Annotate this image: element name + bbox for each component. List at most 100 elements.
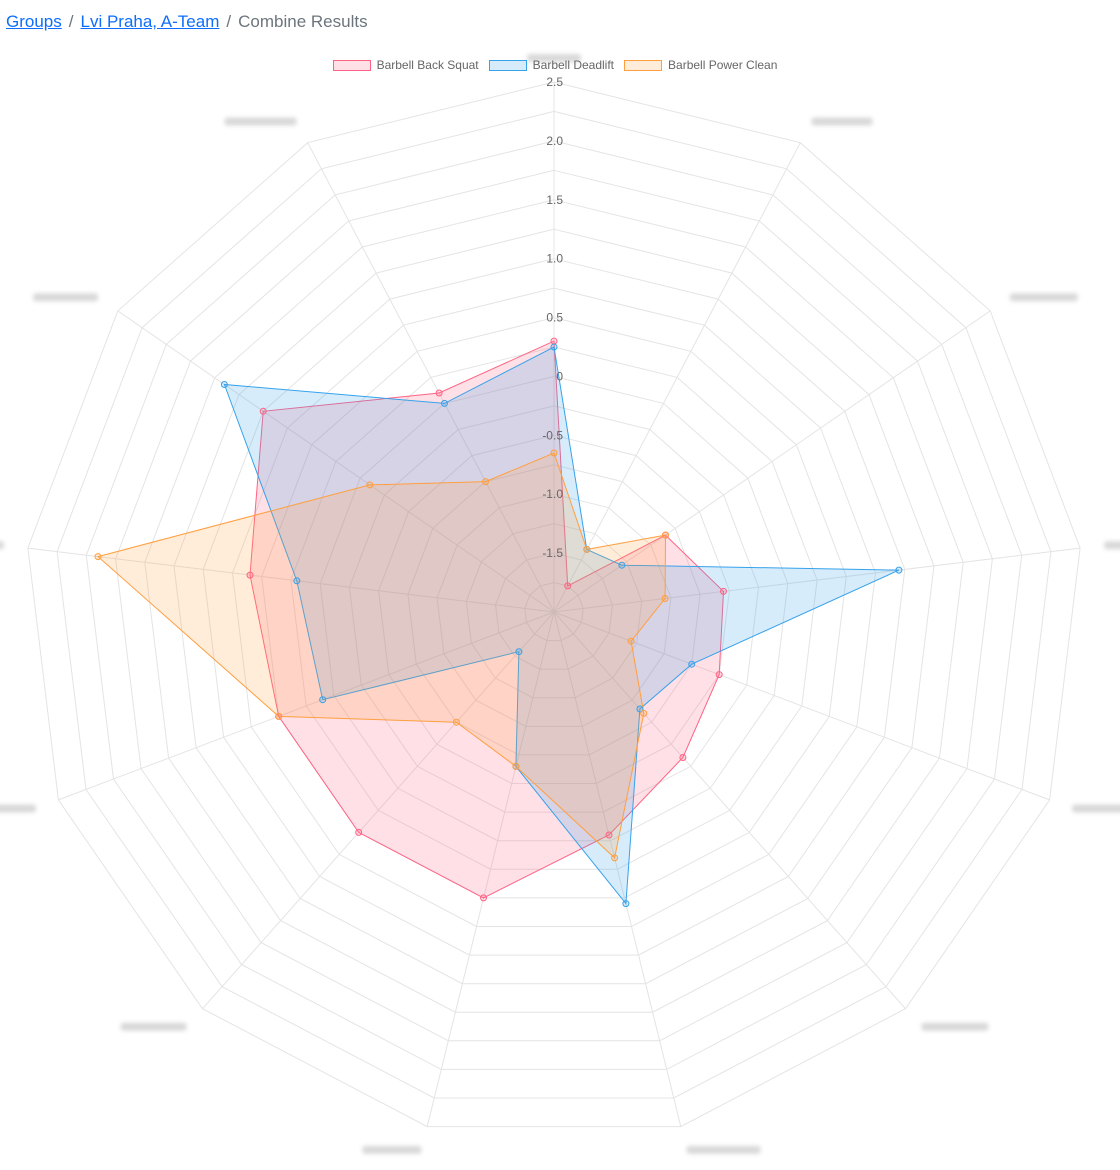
legend-swatch	[332, 59, 371, 71]
radar-spoke	[202, 611, 555, 1010]
series-point-1[interactable]	[319, 696, 327, 704]
radar-grid-ring	[494, 552, 614, 670]
radial-tick-label: 2.0	[546, 134, 563, 148]
radar-grid-ring	[115, 169, 993, 1042]
series-point-0[interactable]	[715, 671, 723, 679]
series-area-1	[223, 346, 900, 905]
legend-label: Barbell Back Squat	[376, 58, 479, 72]
series-point-1[interactable]	[441, 399, 448, 407]
series-point-1[interactable]	[636, 705, 644, 713]
radar-spoke	[307, 142, 555, 613]
point-label-placeholder	[1009, 293, 1078, 302]
point-label-placeholder	[686, 1145, 761, 1154]
radar-grid-ring	[319, 375, 789, 842]
series-point-0[interactable]	[720, 587, 727, 595]
point-label-placeholder	[0, 804, 36, 813]
legend-item-0[interactable]: Barbell Back Squat	[332, 58, 479, 72]
point-label-placeholder	[1104, 541, 1120, 550]
radar-series	[94, 337, 903, 908]
point-label-placeholder	[0, 541, 4, 550]
legend-item-2[interactable]: Barbell Power Clean	[624, 58, 777, 72]
radar-grid	[27, 81, 1081, 1128]
radial-tick-label: -1.0	[542, 487, 563, 501]
series-point-2[interactable]	[662, 531, 669, 539]
series-point-2[interactable]	[366, 481, 374, 489]
series-point-0[interactable]	[246, 571, 254, 579]
breadcrumb-separator: /	[68, 12, 74, 31]
radar-grid-ring	[348, 405, 760, 813]
radial-tick-label: 1.5	[546, 193, 563, 207]
series-point-2[interactable]	[482, 478, 490, 486]
radar-grid-ring	[173, 228, 935, 985]
series-point-1[interactable]	[895, 566, 903, 574]
series-point-0[interactable]	[679, 754, 687, 761]
breadcrumb-link-team[interactable]: Lvi Praha, A-Team	[80, 12, 220, 31]
radar-grid-ring	[56, 110, 1052, 1099]
radar-spoke	[426, 611, 555, 1127]
legend-label: Barbell Power Clean	[668, 58, 778, 72]
point-label-placeholder	[811, 117, 873, 126]
radar-grid-ring	[290, 346, 818, 870]
series-point-2[interactable]	[550, 449, 558, 457]
series-point-1[interactable]	[688, 660, 696, 668]
radial-tick-label: 0.5	[546, 311, 563, 325]
series-point-2[interactable]	[452, 718, 460, 726]
series-point-0[interactable]	[605, 831, 613, 839]
radar-grid-ring	[524, 582, 584, 642]
radar-grid-ring	[378, 434, 730, 784]
radar-spoke	[27, 547, 555, 613]
radial-tick-label: 1.0	[546, 252, 563, 266]
radar-spoke	[117, 310, 555, 613]
radar-grid-ring	[261, 317, 847, 899]
series-point-0[interactable]	[355, 828, 363, 836]
legend-swatch	[488, 59, 527, 71]
series-point-2[interactable]	[661, 595, 669, 602]
radar-grid-ring	[85, 140, 1023, 1070]
radial-tick-label: -0.5	[542, 428, 563, 442]
radar-ticks: -1.5 -1.0 -0.5 0 0.5 1.0 1.5 2.0 2.5	[542, 75, 563, 560]
point-label-placeholder	[362, 1145, 422, 1154]
point-label-placeholder	[33, 293, 99, 302]
series-point-1[interactable]	[550, 343, 558, 351]
series-point-2[interactable]	[512, 762, 520, 770]
series-point-2[interactable]	[275, 712, 283, 720]
radar-grid-ring	[231, 287, 877, 927]
radar-grid-ring	[465, 523, 643, 699]
series-point-1[interactable]	[515, 648, 523, 656]
series-point-2[interactable]	[94, 553, 102, 561]
series-point-2[interactable]	[640, 709, 648, 717]
point-label-placeholder	[120, 1022, 187, 1031]
breadcrumb-link-groups[interactable]: Groups	[6, 12, 62, 31]
breadcrumb-current: Combine Results	[238, 12, 368, 31]
radar-grid-ring	[144, 199, 964, 1013]
series-point-1[interactable]	[618, 561, 626, 569]
radial-tick-label: 2.5	[546, 75, 563, 89]
series-point-2[interactable]	[583, 545, 591, 553]
radial-tick-label: -1.5	[542, 546, 563, 560]
series-point-2[interactable]	[627, 637, 635, 645]
radar-spoke	[553, 611, 906, 1010]
series-point-0[interactable]	[435, 389, 443, 397]
radar-spoke	[553, 547, 1081, 613]
point-label-placeholder	[224, 117, 297, 126]
series-point-2[interactable]	[611, 854, 619, 862]
point-label-placeholder	[527, 54, 581, 62]
series-point-1[interactable]	[622, 900, 630, 908]
point-label-placeholder	[1072, 804, 1120, 813]
series-point-1[interactable]	[220, 381, 228, 388]
series-point-0[interactable]	[564, 582, 572, 590]
radar-grid-ring	[202, 258, 906, 956]
legend-item-1[interactable]: Barbell Deadlift	[488, 58, 615, 72]
radar-spoke	[553, 310, 991, 613]
series-area-0	[249, 340, 725, 899]
legend-label: Barbell Deadlift	[532, 58, 615, 72]
breadcrumb: Groups / Lvi Praha, A-Team / Combine Results	[6, 12, 368, 32]
series-point-0[interactable]	[480, 894, 487, 902]
series-point-1[interactable]	[293, 577, 301, 585]
series-point-0[interactable]	[259, 407, 267, 415]
series-point-0[interactable]	[550, 337, 558, 345]
radar-grid-ring	[407, 464, 701, 756]
breadcrumb-separator: /	[226, 12, 232, 31]
